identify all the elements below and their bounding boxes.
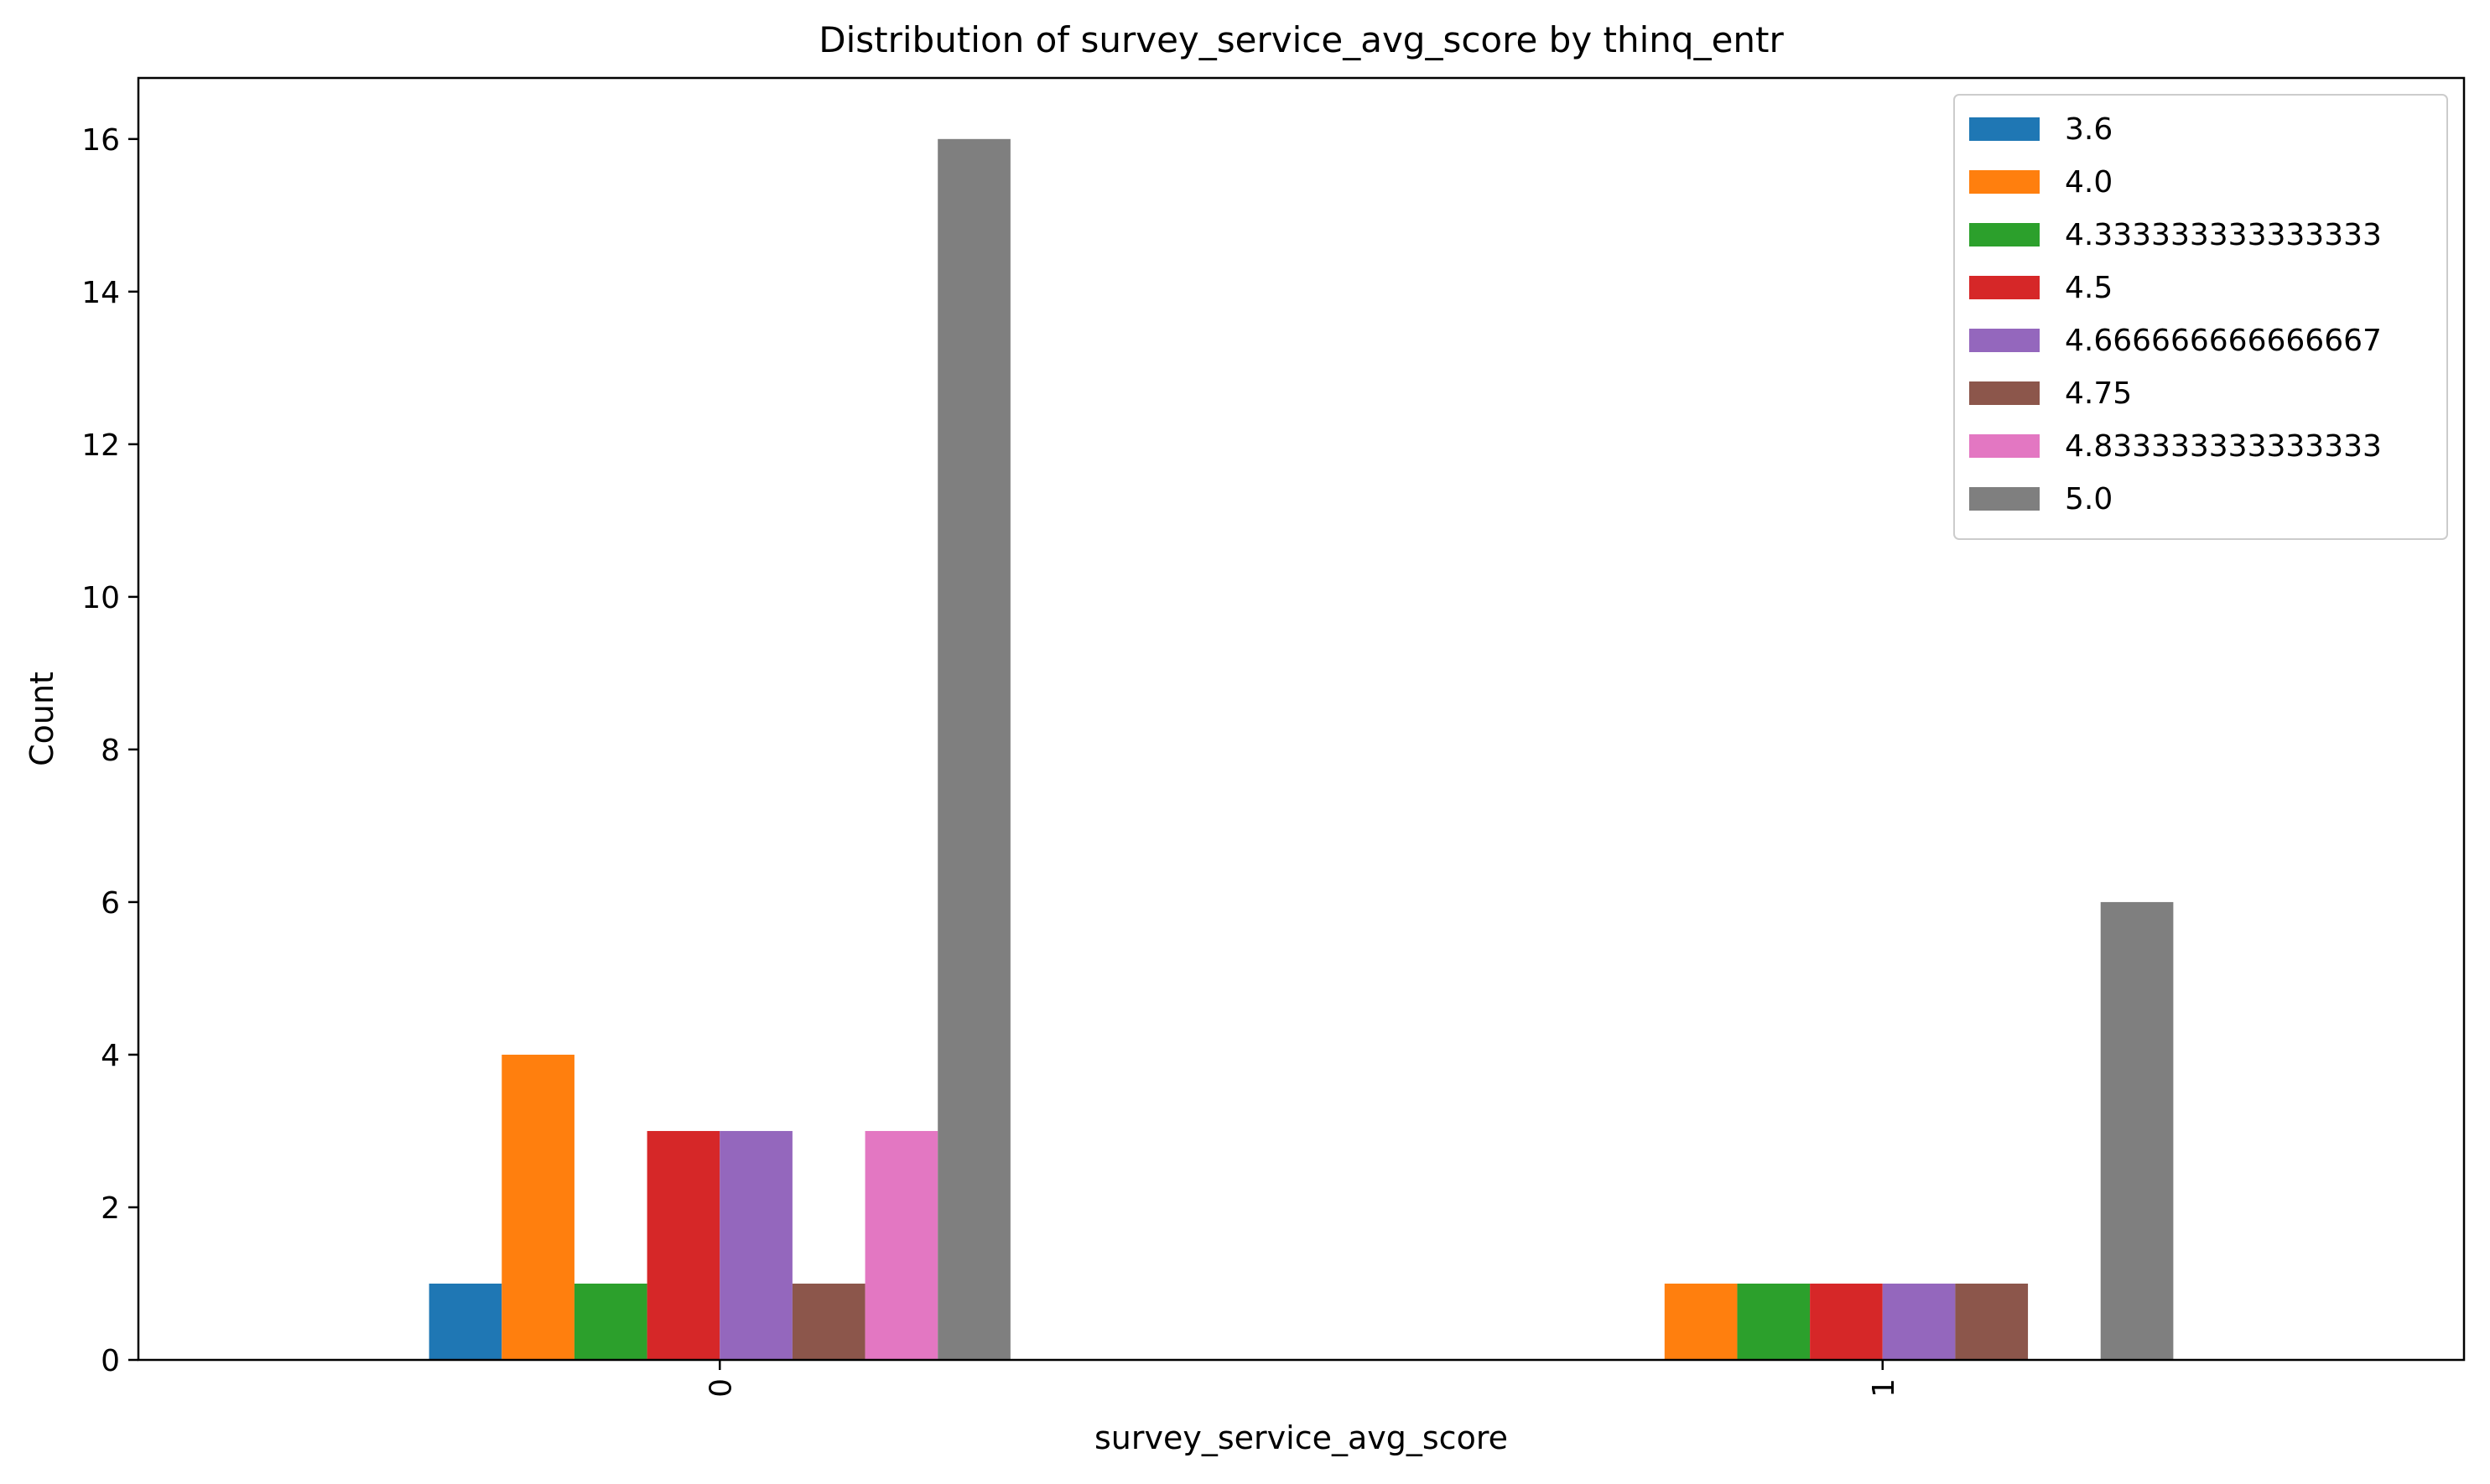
- legend-swatch: [1969, 434, 2040, 458]
- axes-layer: 0 2 4 6 8 10 12 14 16 0 1: [81, 76, 2466, 1398]
- legend-swatch: [1969, 170, 2040, 194]
- legend-swatch: [1969, 117, 2040, 141]
- x-tick-label: 0: [704, 1378, 738, 1398]
- legend-swatch: [1969, 329, 2040, 352]
- y-tick-label: 2: [101, 1191, 120, 1226]
- legend-label: 4.5: [2065, 271, 2113, 305]
- x-axis-label: survey_service_avg_score: [1094, 1419, 1508, 1456]
- legend-swatch: [1969, 223, 2040, 246]
- legend-label: 4.333333333333333: [2065, 218, 2382, 252]
- y-tick-label: 10: [81, 581, 120, 615]
- legend-label: 3.6: [2065, 112, 2113, 147]
- legend-label: 4.666666666666667: [2065, 324, 2382, 358]
- bar-0-4.333333333333333: [574, 1283, 647, 1360]
- y-tick-label: 14: [81, 276, 120, 310]
- y-tick-label: 6: [101, 886, 120, 921]
- bar-1-4.5: [1810, 1283, 1883, 1360]
- y-tick-label: 0: [101, 1344, 120, 1378]
- legend-label: 4.833333333333333: [2065, 429, 2382, 464]
- y-axis-label: Count: [23, 672, 60, 766]
- x-tick-label: 1: [1867, 1378, 1901, 1398]
- legend-swatch: [1969, 487, 2040, 511]
- bar-0-4.5: [647, 1130, 720, 1360]
- legend: 3.6 4.0 4.333333333333333 4.5 4.666666666666…: [1953, 94, 2448, 540]
- bar-1-4.75: [1955, 1283, 2029, 1360]
- legend-label: 5.0: [2065, 482, 2113, 516]
- legend-label: 4.75: [2065, 376, 2132, 411]
- legend-label: 4.0: [2065, 165, 2113, 200]
- y-tick-label: 4: [101, 1039, 120, 1073]
- legend-swatch: [1969, 276, 2040, 299]
- bar-0-3.6: [429, 1283, 502, 1360]
- chart-title: Distribution of survey_service_avg_score…: [819, 19, 1784, 60]
- bar-0-4.666666666666667: [720, 1130, 793, 1360]
- bars-layer: [429, 138, 2174, 1360]
- legend-box: [1953, 94, 2448, 540]
- bar-0-4.833333333333333: [865, 1130, 938, 1360]
- y-tick-label: 12: [81, 428, 120, 463]
- bar-0-4.0: [502, 1054, 574, 1360]
- bar-0-5.0: [938, 138, 1011, 1360]
- y-tick-label: 8: [101, 734, 120, 768]
- plot-frame: [137, 76, 2466, 1362]
- bar-1-5.0: [2100, 901, 2174, 1360]
- legend-swatch: [1969, 381, 2040, 405]
- bar-0-4.75: [792, 1283, 866, 1360]
- y-tick-label: 16: [81, 123, 120, 158]
- bar-1-4.666666666666667: [1882, 1283, 1956, 1360]
- bar-1-4.0: [1664, 1283, 1738, 1360]
- bar-1-4.333333333333333: [1737, 1283, 1811, 1360]
